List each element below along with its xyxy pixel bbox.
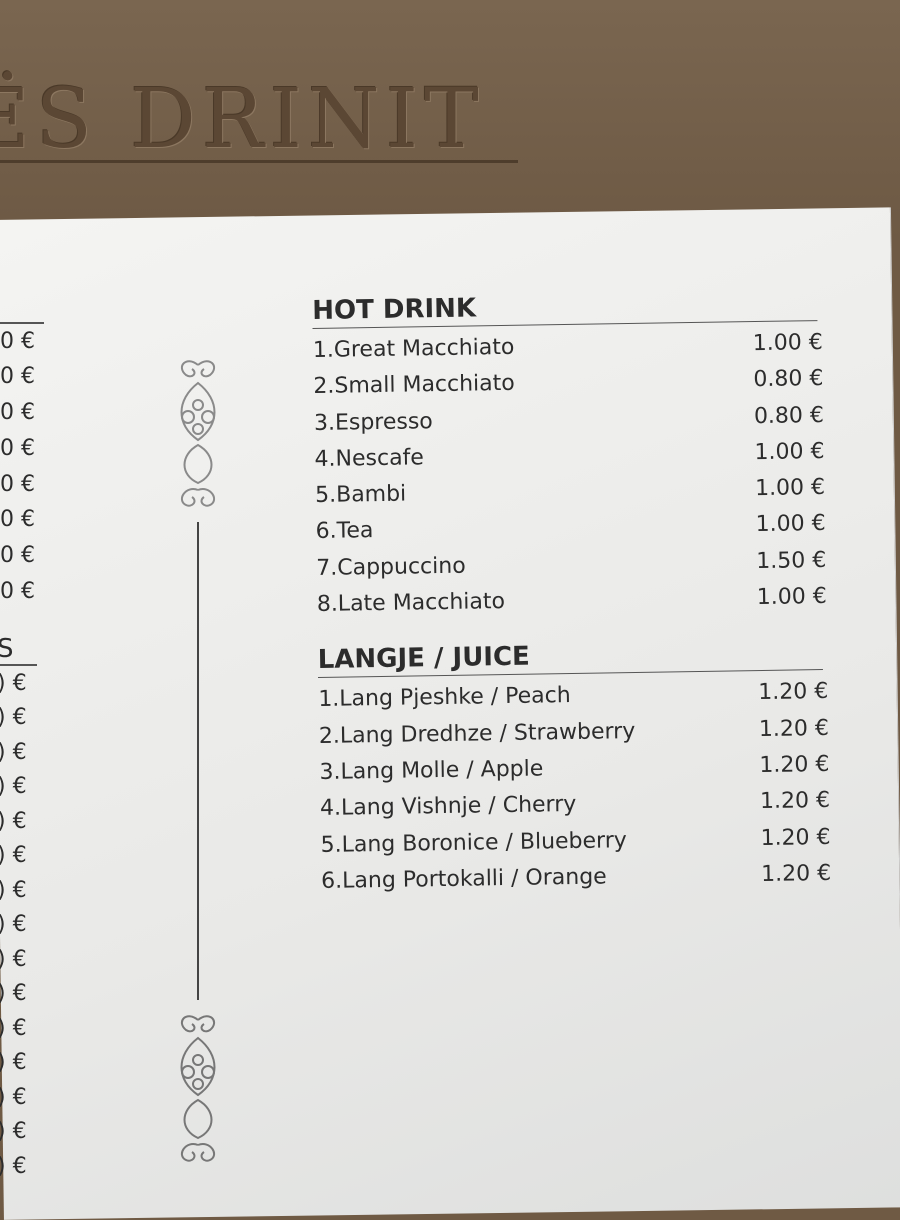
price-fragment: 0 €	[0, 543, 35, 569]
item-price: 1.20 €	[758, 715, 830, 742]
item-price: 1.20 €	[758, 679, 829, 706]
sign-underline	[0, 160, 518, 163]
price-fragment: 0 €	[0, 328, 35, 354]
item-name: 6.Lang Portokalli / Orange	[320, 864, 607, 894]
price-fragment: ) €	[0, 981, 27, 1006]
item-price: 1.20 €	[759, 788, 831, 815]
price-fragment: ) €	[0, 946, 27, 972]
item-name: 8.Late Macchiato	[316, 589, 506, 618]
item-price: 1.20 €	[760, 824, 831, 851]
item-name: 4.Nescafe	[314, 445, 425, 472]
price-fragment: ) €	[0, 1015, 27, 1041]
item-name: 1.Lang Pjeshke / Peach	[318, 683, 571, 713]
item-name: 5.Lang Boronice / Blueberry	[320, 827, 627, 858]
section-juice: LANGJE / JUICE 1.Lang Pjeshke / Peach 1.2…	[317, 637, 831, 900]
price-fragment: ) €	[0, 912, 27, 937]
wooden-sign-board	[0, 0, 900, 240]
item-name: 4.Lang Vishnje / Cherry	[319, 792, 577, 822]
item-name: 6.Tea	[315, 518, 374, 545]
ornament-icon	[180, 360, 216, 507]
price-fragment: 0 €	[0, 507, 35, 533]
price-fragment: ) €	[0, 670, 27, 696]
price-fragment: 0 €	[0, 435, 35, 461]
item-name: 1.Great Macchiato	[312, 334, 515, 363]
item-price: 1.00 €	[754, 438, 825, 465]
item-price: 1.20 €	[760, 860, 832, 887]
menu-right-column: HOT DRINK 1.Great Macchiato 1.00 € 2.Small…	[312, 288, 831, 900]
price-fragment: ) €	[0, 1084, 27, 1110]
left-column-bottom: S ) € ) € ) € ) € ) € ) € ) € ) € ) € ) € ) € ) € ) …	[0, 634, 37, 1183]
item-price: 1.00 €	[756, 584, 827, 611]
section-rule	[0, 664, 37, 666]
item-price: 0.80 €	[753, 366, 824, 393]
section-hot-drink: HOT DRINK 1.Great Macchiato 1.00 € 2.Small…	[312, 288, 827, 623]
item-name: 5.Bambi	[314, 481, 407, 509]
price-fragment: ) €	[0, 808, 27, 834]
section-rule	[0, 322, 44, 324]
divider-line	[197, 522, 199, 1000]
price-fragment: ) €	[0, 1153, 27, 1179]
price-fragment: ) €	[0, 843, 27, 868]
left-column-top: 0 € 0 € 0 € 0 € 0 € 0 € 0 € 0 €	[0, 322, 44, 610]
item-price: 1.50 €	[756, 547, 827, 574]
item-price: 1.20 €	[759, 751, 830, 778]
price-fragment: 0 €	[0, 579, 35, 605]
price-fragment: ) €	[0, 705, 27, 730]
section-title-fragment: S	[0, 634, 14, 664]
item-name: 2.Small Macchiato	[313, 371, 515, 400]
price-fragment: ) €	[0, 877, 27, 903]
price-fragment: ) €	[0, 739, 27, 765]
item-price: 1.00 €	[755, 511, 826, 538]
section-title: LANGJE / JUICE	[317, 637, 823, 679]
price-fragment: 0 €	[0, 364, 35, 390]
price-fragment: ) €	[0, 774, 27, 799]
section-title: HOT DRINK	[312, 288, 818, 329]
item-price: 0.80 €	[753, 402, 825, 429]
item-name: 3.Espresso	[313, 408, 433, 436]
price-fragment: 0 €	[0, 400, 35, 426]
item-name: 3.Lang Molle / Apple	[319, 756, 544, 785]
ornament-icon	[180, 1015, 216, 1162]
item-name: 2.Lang Dredhze / Strawberry	[318, 718, 636, 749]
price-fragment: ) €	[0, 1050, 27, 1075]
restaurant-sign: ËS DRINIT	[0, 72, 485, 167]
item-price: 1.00 €	[754, 475, 826, 502]
item-price: 1.00 €	[752, 329, 823, 357]
item-name: 7.Cappuccino	[316, 553, 466, 581]
menu-item: 8.Late Macchiato 1.00 €	[317, 579, 828, 623]
price-fragment: 0 €	[0, 471, 35, 497]
price-fragment: ) €	[0, 1119, 27, 1144]
